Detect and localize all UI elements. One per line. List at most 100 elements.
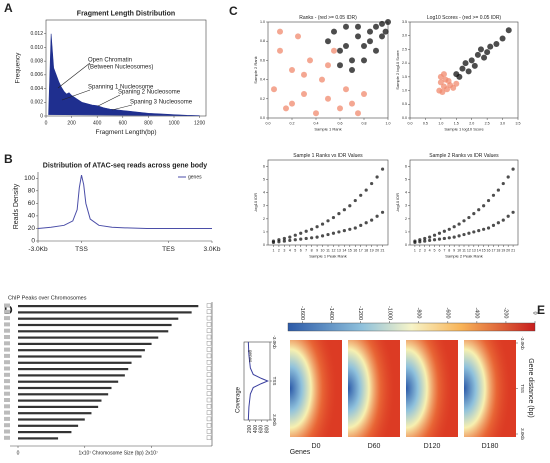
y-tick-label: 5 — [405, 178, 407, 182]
scatter-point — [353, 226, 357, 230]
x-tick-label: 1200 — [194, 120, 205, 126]
x-tick-label: 8 — [448, 249, 450, 253]
x-axis-label: Sample 1 log10 Score — [444, 126, 484, 131]
scatter-point — [349, 57, 355, 64]
chromosome-icon — [4, 429, 10, 434]
scatter-point — [349, 67, 355, 73]
annotation-arrow — [57, 62, 91, 89]
x-tick-label: 5 — [434, 249, 436, 253]
x-tick-label: 1x10⁷ — [78, 450, 91, 456]
colorbar-tick-label: -800 — [415, 307, 421, 318]
scatter-point — [353, 198, 357, 203]
scatter-point — [342, 229, 346, 233]
chart-title: Fragment Length Distribution — [77, 11, 175, 18]
legend-label: genes — [188, 174, 202, 180]
plot-frame — [267, 21, 389, 119]
plot-frame — [409, 21, 519, 119]
x-tick-label: 7 — [443, 249, 445, 253]
chromosome-icon — [4, 360, 10, 365]
y-tick-label: 0.2 — [260, 97, 265, 101]
chromosome-icon — [4, 410, 10, 415]
scatter-point — [361, 43, 367, 49]
scatter-point — [271, 86, 277, 93]
x-tick-label: 18 — [364, 249, 368, 253]
scatter-point — [282, 239, 286, 243]
chromosome-track — [18, 418, 85, 421]
chromosome-track — [18, 405, 99, 408]
scatter-point — [370, 181, 374, 186]
scatter-point — [370, 218, 374, 222]
annotation: Spaning 2 Nucleosome — [118, 90, 181, 96]
scatter-point — [307, 57, 313, 64]
scatter-point — [359, 193, 363, 197]
column-label: D60 — [368, 443, 381, 450]
scatter-point — [361, 57, 367, 64]
chromosome-icon — [4, 335, 10, 339]
heatmap-y-tick-label: 3.0Kb — [520, 428, 525, 440]
y-tick-label: 0.010 — [30, 45, 43, 51]
y-tick-label: 0.004 — [30, 86, 43, 92]
track-box — [206, 360, 212, 365]
y-tick-label: 0.5 — [402, 102, 407, 106]
annotation: Open Chromatin — [88, 58, 132, 64]
chromosome-icon — [4, 309, 10, 314]
scatter-point — [501, 181, 505, 186]
scatter-point — [477, 208, 481, 212]
x-tick-label: 21 — [511, 249, 515, 253]
chromosome-track — [18, 336, 159, 339]
y-tick-label: 0.002 — [30, 100, 43, 106]
scatter-point — [373, 47, 379, 54]
scatter-point — [293, 233, 297, 237]
scatter-point — [331, 231, 336, 235]
heatmap-wedge — [348, 340, 400, 437]
scatter-point — [375, 214, 379, 218]
x-tick-label: 600 — [119, 120, 128, 126]
chart-title: Distribution of ATAC-seq reads across ge… — [43, 163, 208, 170]
scatter-point — [496, 221, 500, 225]
scatter-point — [491, 223, 496, 227]
distance-tick-label: TSS — [272, 377, 277, 386]
y-axis-label: Sample 2 log10 Score — [395, 50, 400, 90]
legend-label: genes — [248, 350, 253, 363]
x-tick-label: 6 — [438, 249, 440, 253]
scatter-point — [457, 234, 461, 238]
scatter-point — [367, 38, 373, 45]
chromosome-icon — [4, 385, 10, 390]
y-tick-label: 2 — [405, 217, 407, 221]
scatter-point — [271, 240, 276, 244]
scatter-point — [313, 110, 319, 117]
panel-letter: B — [4, 152, 13, 166]
colorbar — [287, 322, 536, 332]
chromosome-track — [18, 355, 142, 358]
y-tick-label: 4 — [405, 191, 407, 195]
scatter-point — [471, 62, 478, 69]
x-tick-label: 16 — [487, 249, 491, 253]
y-tick-label: 5 — [263, 178, 265, 182]
scatter-point — [432, 238, 437, 242]
track-box — [206, 404, 212, 409]
scatter-point — [468, 57, 475, 64]
scatter-point — [499, 35, 506, 42]
y-tick-label: 6 — [263, 164, 265, 168]
scatter-point — [337, 212, 341, 216]
x-tick-label: 0.5 — [423, 122, 428, 126]
x-tick-label: 1.5 — [454, 122, 459, 126]
scatter-point — [277, 47, 283, 54]
track-box — [206, 410, 212, 415]
x-tick-label: 200 — [67, 120, 76, 126]
x-tick-label: 0.2 — [290, 122, 295, 126]
heatmap-y-tick-label: TSS — [520, 384, 525, 393]
track-box — [206, 315, 212, 321]
y-tick-label: 60 — [28, 200, 36, 207]
scatter-point — [295, 33, 301, 40]
colorbar-tick-label: -200 — [502, 307, 508, 318]
chart-title: Ranks - (red >= 0.05 IDR) — [299, 15, 357, 21]
scatter-point — [506, 214, 510, 218]
x-tick-label: 19 — [370, 249, 374, 253]
scatter-point — [315, 225, 319, 229]
plot-frame — [267, 159, 389, 246]
chromosome-track — [18, 330, 169, 333]
chromosome-icon — [4, 347, 10, 352]
x-tick-label: 16 — [353, 249, 357, 253]
